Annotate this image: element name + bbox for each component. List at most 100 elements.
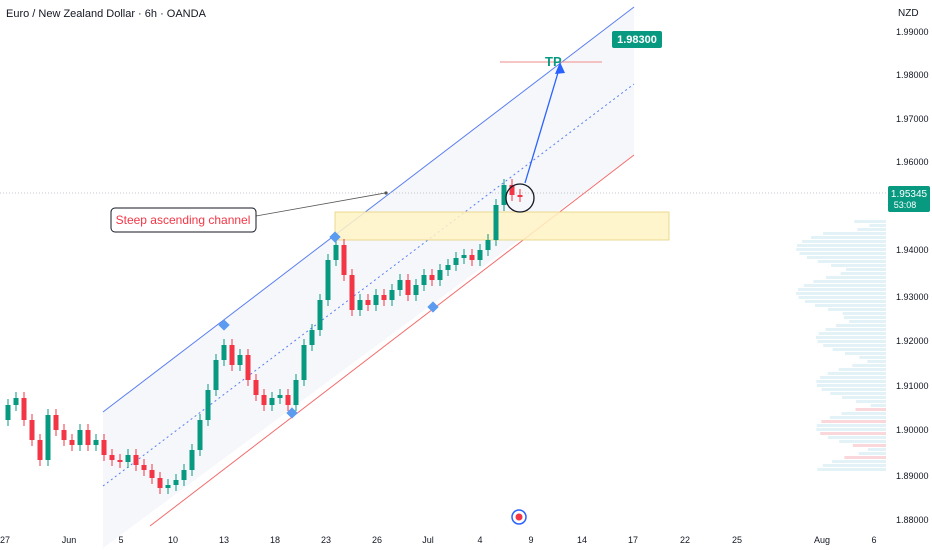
date-tick: 9 — [528, 535, 533, 545]
volume-bar — [821, 420, 886, 423]
tp-label: TP — [545, 54, 562, 69]
volume-bar — [806, 256, 886, 259]
pivot-diamond — [218, 319, 230, 331]
volume-bar — [816, 428, 886, 431]
candle-body — [125, 455, 131, 462]
volume-bar — [799, 252, 886, 255]
candle-body — [205, 390, 211, 420]
channel-median-line — [102, 83, 635, 487]
candle-body — [469, 255, 475, 260]
current-price-badge — [888, 186, 930, 212]
candle-body — [365, 300, 371, 305]
candle-body — [149, 470, 155, 478]
candle-body — [93, 440, 99, 445]
volume-bar — [839, 440, 886, 443]
symbol-title[interactable]: Euro / New Zealand Dollar · 6h · OANDA — [6, 8, 206, 20]
volume-bar — [869, 224, 886, 227]
date-tick: 6 — [871, 535, 876, 545]
candle-body — [437, 270, 443, 280]
channel-upper-line[interactable] — [102, 6, 635, 413]
candle-body — [5, 405, 11, 420]
price-tick: 1.91000 — [896, 381, 929, 391]
candle-body — [309, 330, 315, 345]
candle-body — [517, 195, 523, 197]
candle-body — [245, 355, 251, 380]
date-tick: 5 — [118, 535, 123, 545]
date-tick: 17 — [628, 535, 638, 545]
volume-bar — [832, 460, 886, 463]
volume-bar — [828, 436, 886, 439]
date-tick: 25 — [732, 535, 742, 545]
candle-body — [293, 380, 299, 405]
volume-bar — [817, 468, 886, 471]
volume-bar — [816, 384, 886, 387]
volume-bar — [829, 416, 886, 419]
volume-bar — [796, 292, 886, 295]
price-tick: 1.89000 — [896, 471, 929, 481]
volume-bar — [796, 248, 886, 251]
volume-bar — [849, 320, 886, 323]
candle-body — [61, 430, 67, 440]
volume-bar — [823, 344, 886, 347]
date-tick: 13 — [219, 535, 229, 545]
volume-bar — [867, 448, 886, 451]
volume-bar — [803, 284, 886, 287]
volume-bar — [831, 264, 886, 267]
volume-bar — [816, 424, 886, 427]
candle-body — [133, 455, 139, 465]
volume-bar — [823, 232, 886, 235]
candle-body — [53, 415, 59, 430]
candle-body — [181, 470, 187, 480]
candle-body — [13, 398, 19, 405]
volume-bar — [815, 304, 886, 307]
candle-body — [389, 290, 395, 300]
entry-circle[interactable] — [505, 183, 535, 213]
support-zone[interactable] — [334, 211, 670, 241]
volume-bar — [852, 444, 886, 447]
candle-body — [213, 360, 219, 390]
candle-body — [109, 455, 115, 460]
volume-bar — [797, 288, 886, 291]
price-tick: 1.93000 — [896, 292, 929, 302]
time-axis[interactable]: 27 Jun 5 10 13 18 23 26 Jul 4 9 14 17 22 25 Aug 6 — [0, 535, 877, 545]
candle-body — [509, 185, 515, 195]
candle-body — [357, 300, 363, 310]
candle-body — [69, 440, 75, 445]
channel-callout-box[interactable] — [110, 207, 257, 233]
date-tick: 27 — [0, 535, 10, 545]
candle-body — [117, 460, 123, 462]
candle-body — [485, 240, 491, 250]
candle-body — [413, 285, 419, 295]
date-tick: 4 — [477, 535, 482, 545]
price-tick: 1.96000 — [896, 157, 929, 167]
price-axis[interactable]: NZD 1.99000 1.98000 1.97000 1.96000 1.94000 1… — [886, 0, 932, 550]
candle-body — [477, 250, 483, 260]
volume-bar — [858, 452, 886, 455]
candle-body — [77, 430, 83, 445]
candle-body — [221, 345, 227, 360]
volume-bar — [844, 352, 886, 355]
event-icon-inner — [515, 513, 523, 521]
candle-body — [165, 485, 171, 488]
volume-bar — [840, 272, 886, 275]
channel-fill — [103, 7, 634, 548]
candle-body — [21, 398, 27, 420]
projection-arrow[interactable] — [524, 65, 561, 184]
candle-body — [45, 415, 51, 460]
pivot-diamond — [286, 407, 298, 419]
volume-bar — [816, 380, 886, 383]
volume-bar — [870, 404, 886, 407]
candle-body — [333, 245, 339, 260]
channel-callout-text: Steep ascending channel — [116, 213, 251, 227]
candle-body — [421, 275, 427, 285]
candle-body — [101, 440, 107, 455]
volume-bar — [844, 456, 886, 459]
price-tick: 1.97000 — [896, 114, 929, 124]
volume-bar — [841, 412, 886, 415]
callout-dot — [384, 191, 388, 195]
price-tick: 1.92000 — [896, 336, 929, 346]
volume-bar — [798, 296, 886, 299]
candle-body — [325, 260, 331, 300]
candle-body — [341, 245, 347, 275]
